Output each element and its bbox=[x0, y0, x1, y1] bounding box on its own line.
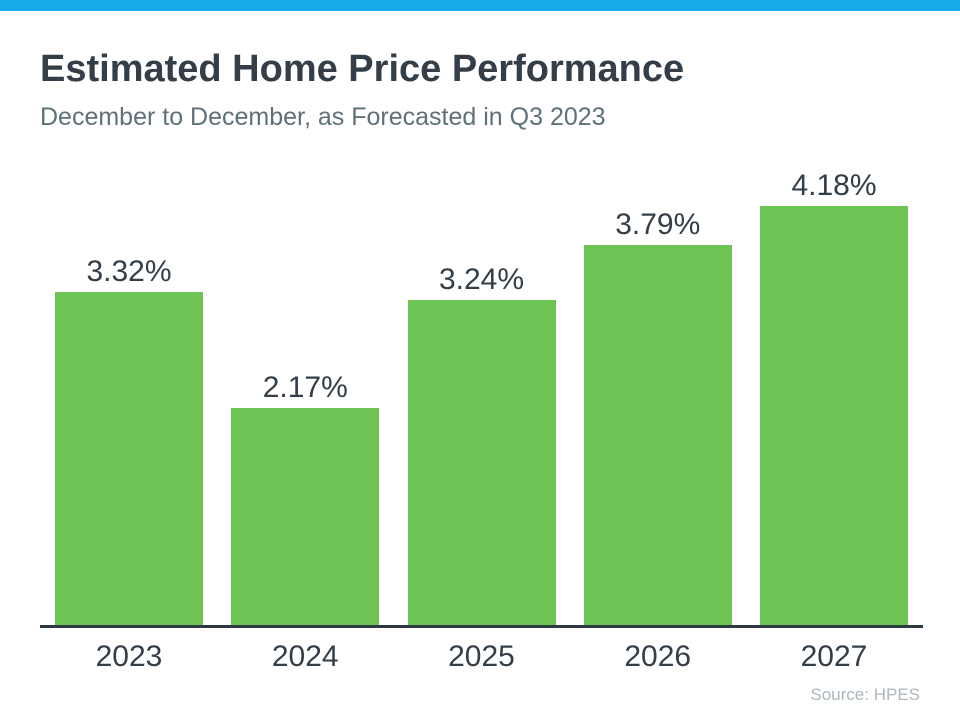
bar-2027 bbox=[760, 206, 908, 626]
bar-column-2023: 3.32% bbox=[55, 257, 203, 626]
bar-value-label-2026: 3.79% bbox=[615, 208, 701, 241]
bar-column-2026: 3.79% bbox=[583, 208, 732, 626]
bar-column-2027: 4.18% bbox=[760, 171, 908, 626]
bar-2023 bbox=[55, 292, 203, 626]
bar-column-2025: 3.24% bbox=[407, 263, 556, 626]
x-axis-label-2026: 2026 bbox=[624, 640, 692, 673]
bar-column-2024: 2.17% bbox=[231, 371, 380, 626]
source-caption: Source: HPES bbox=[810, 685, 920, 704]
x-axis-line bbox=[40, 625, 923, 628]
top-accent-bar bbox=[0, 0, 960, 11]
bar-2024 bbox=[231, 408, 380, 626]
x-axis-labels: 2023 2024 2025 2026 2027 bbox=[40, 640, 923, 673]
bar-value-label-2025: 3.24% bbox=[438, 263, 525, 296]
x-axis-label-2024: 2024 bbox=[271, 640, 339, 673]
bar-chart-plot-area: 3.32% 2.17% 3.24% 3.79% 4.18% bbox=[40, 144, 923, 626]
x-axis-label-2027: 2027 bbox=[800, 640, 868, 673]
x-axis-label-2023: 2023 bbox=[95, 640, 163, 673]
chart-title: Estimated Home Price Performance bbox=[40, 48, 685, 90]
x-axis-label-2025: 2025 bbox=[448, 640, 515, 673]
bar-value-label-2023: 3.32% bbox=[86, 255, 172, 288]
bar-value-label-2027: 4.18% bbox=[791, 169, 877, 202]
bar-2025 bbox=[407, 300, 556, 626]
bar-value-label-2024: 2.17% bbox=[262, 371, 348, 404]
bar-2026 bbox=[583, 245, 732, 626]
chart-subtitle: December to December, as Forecasted in Q… bbox=[40, 103, 606, 131]
